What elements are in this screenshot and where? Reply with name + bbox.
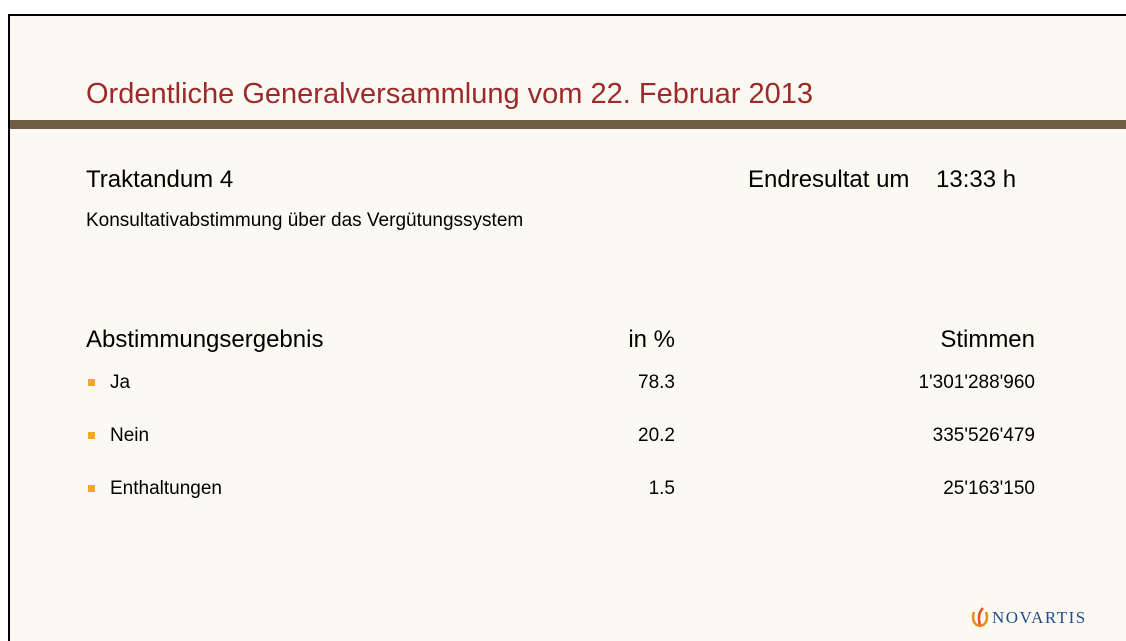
row-label: Enthaltungen xyxy=(110,478,222,499)
bullet xyxy=(88,432,95,439)
row-percent: 20.2 xyxy=(638,425,675,446)
row-label: Ja xyxy=(110,372,131,393)
agenda-description: Konsultativabstimmung über das Vergütung… xyxy=(86,210,524,231)
time-label: Endresultat um xyxy=(748,166,910,193)
table-header: Abstimmungsergebnis xyxy=(86,326,324,353)
title: Ordentliche Generalversammlung vom 22. F… xyxy=(86,78,813,110)
agenda-item: Traktandum 4 xyxy=(86,166,234,193)
row-percent: 1.5 xyxy=(648,478,675,499)
slide: Ordentliche Generalversammlung vom 22. F… xyxy=(8,14,1126,641)
bullet xyxy=(88,379,95,386)
row-votes: 335'526'479 xyxy=(932,425,1035,446)
logo-icon xyxy=(971,607,989,628)
time: 13:33 h xyxy=(936,166,1017,193)
row-label: Nein xyxy=(110,425,150,446)
table-header: in % xyxy=(628,326,675,353)
header-bar xyxy=(10,120,1126,129)
bullet xyxy=(88,485,95,492)
row-votes: 1'301'288'960 xyxy=(918,372,1035,393)
row-percent: 78.3 xyxy=(638,372,675,393)
row-votes: 25'163'150 xyxy=(943,478,1035,499)
logo-text: NOVARTIS xyxy=(992,608,1087,627)
table-header: Stimmen xyxy=(940,326,1035,353)
